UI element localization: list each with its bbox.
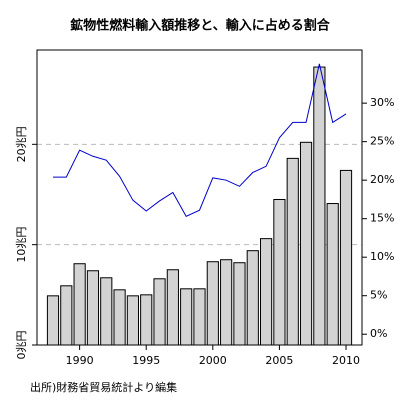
y2-tick-label: 10%: [370, 250, 394, 263]
bar: [153, 278, 166, 346]
bar: [60, 285, 73, 346]
y2-tick-label: 0%: [370, 327, 387, 340]
y-tick-label: 10兆円: [15, 227, 28, 263]
bar: [193, 288, 206, 346]
y2-tick-label: 15%: [370, 212, 394, 225]
bar: [260, 238, 273, 346]
source-note: 出所)財務省貿易統計より編集: [30, 380, 177, 394]
x-tick-label: 1995: [132, 354, 160, 367]
bar: [113, 289, 126, 346]
x-tick-label: 1990: [66, 354, 94, 367]
bar: [326, 203, 339, 346]
line: [52, 63, 347, 218]
bar: [180, 288, 193, 346]
bar: [313, 66, 326, 346]
bar: [220, 259, 233, 346]
y2-tick-label: 25%: [370, 135, 394, 148]
plot-frame: [36, 49, 363, 346]
bar: [166, 269, 179, 346]
bar: [339, 169, 353, 346]
bar: [46, 295, 60, 346]
bar: [273, 199, 286, 346]
bar: [140, 294, 153, 346]
x-tick-label: 2010: [332, 354, 360, 367]
bar: [126, 295, 139, 346]
bar: [206, 261, 219, 346]
bar: [233, 262, 246, 346]
y-tick-label: 0兆円: [15, 331, 28, 360]
bar: [100, 277, 113, 346]
bar: [286, 157, 299, 346]
bar: [73, 263, 86, 346]
y2-tick-label: 5%: [370, 289, 387, 302]
chart-title: 鉱物性燃料輸入額推移と、輸入に占める割合: [70, 18, 330, 34]
bar: [86, 270, 100, 346]
y2-tick-label: 20%: [370, 173, 394, 186]
y2-tick-label: 30%: [370, 96, 394, 109]
bar: [246, 250, 259, 346]
x-tick-label: 2005: [265, 354, 293, 367]
bar: [299, 141, 313, 346]
y-tick-label: 20兆円: [15, 126, 28, 162]
x-tick-label: 2000: [199, 354, 227, 367]
